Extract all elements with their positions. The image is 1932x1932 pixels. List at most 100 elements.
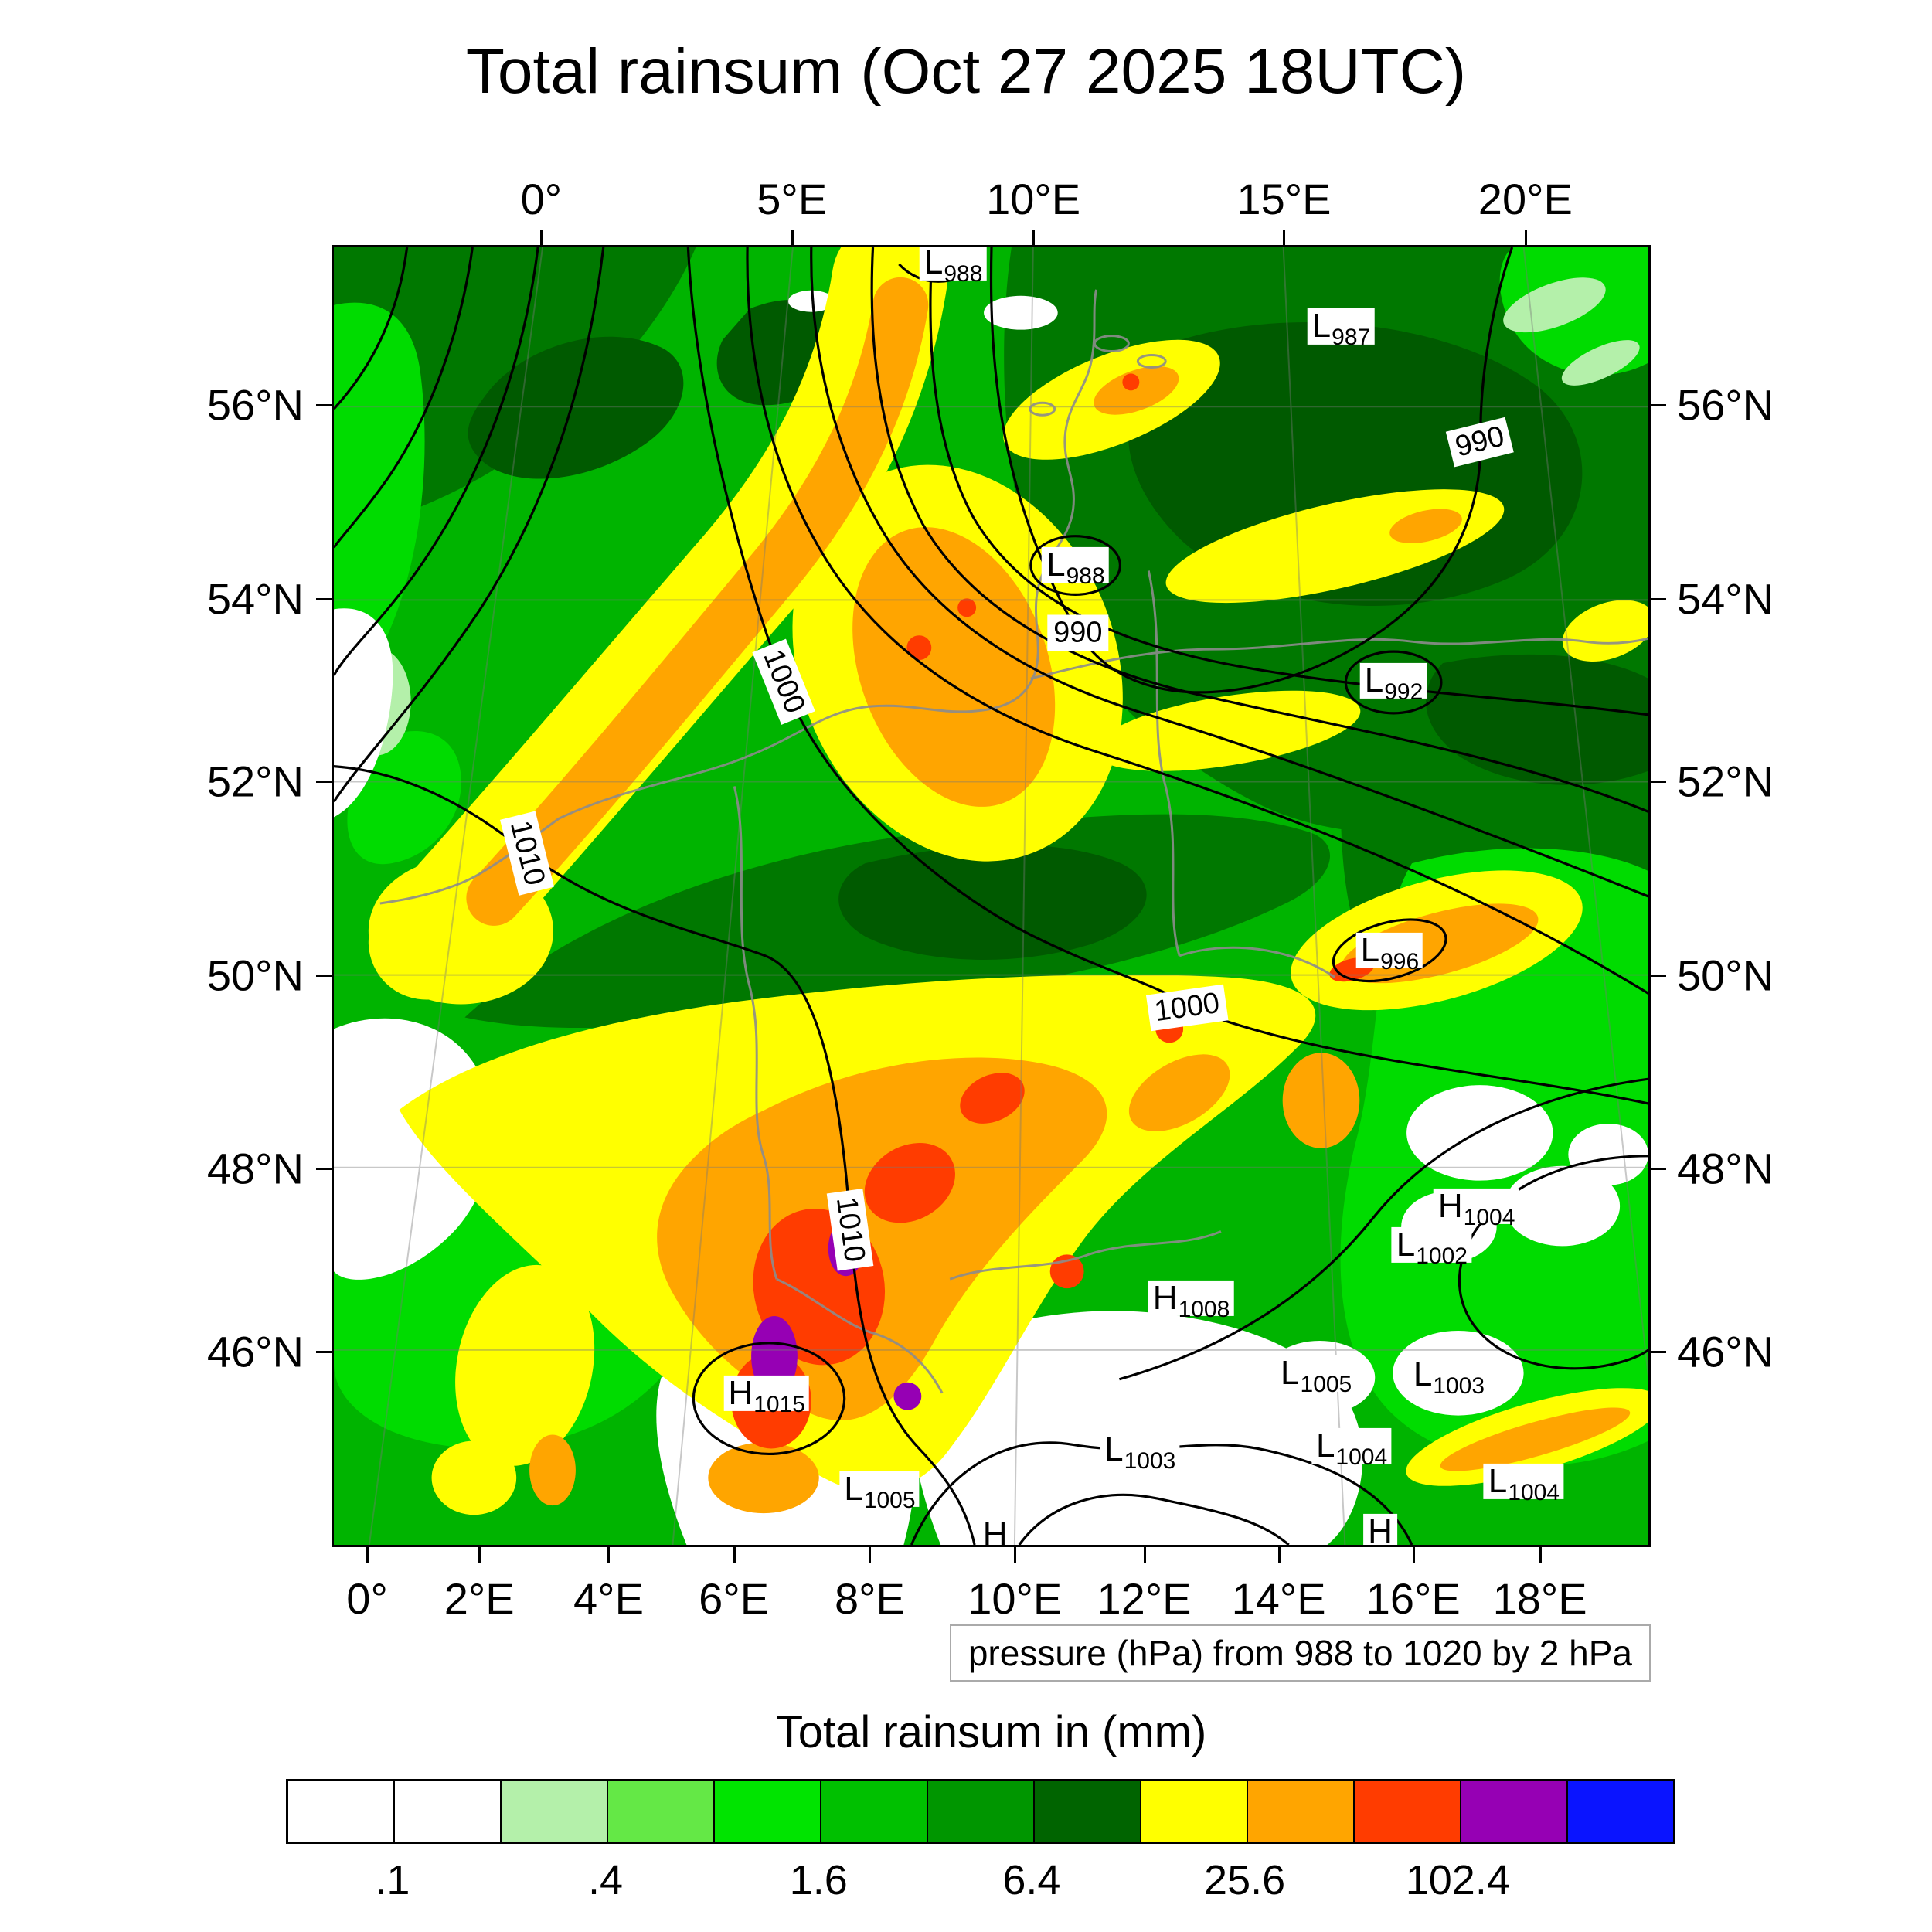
colorbar-cell-4: [715, 1781, 821, 1842]
pressure-center-l: L1003: [1408, 1356, 1489, 1398]
pressure-center-value: 1005: [863, 1487, 916, 1513]
axis-tick-left: [316, 598, 332, 601]
colorbar-label: 1.6: [789, 1857, 848, 1903]
axis-tick-bottom: [1143, 1547, 1146, 1563]
colorbar-cell-0: [288, 1781, 395, 1842]
colorbar-cell-10: [1355, 1781, 1461, 1842]
colorbar-cell-6: [928, 1781, 1035, 1842]
pressure-center-l: L996: [1355, 930, 1423, 974]
pressure-center-l: L1004: [1311, 1427, 1392, 1470]
map-annotations-overlay: L988 L987 L988 L992 L996 H1004 L1002 H1008 L1005…: [334, 247, 1648, 1545]
graticule-lines: [334, 247, 1648, 1545]
page-title: Total rainsum (Oct 27 2025 18UTC): [465, 36, 1467, 107]
axis-tick-bottom: [1412, 1547, 1415, 1563]
axis-tick-label-top: 0°: [520, 175, 563, 223]
pressure-center-letter: L: [1488, 1461, 1508, 1500]
pressure-center-value: 1003: [1124, 1448, 1176, 1475]
axis-tick-bottom: [1277, 1547, 1281, 1563]
axis-tick-bottom: [607, 1547, 611, 1563]
pressure-center-letter: L: [1281, 1354, 1300, 1393]
axis-tick-top: [791, 230, 794, 245]
pressure-center-value: 1008: [1178, 1296, 1230, 1322]
contour-label: 1010: [827, 1188, 874, 1271]
pressure-center-l: L1002: [1391, 1226, 1471, 1268]
axis-tick-bottom: [1539, 1547, 1542, 1563]
axis-tick-label-bottom: 14°E: [1231, 1574, 1326, 1623]
pressure-center-h: H: [978, 1516, 1012, 1545]
pressure-center-l: L1004: [1483, 1461, 1564, 1505]
pressure-center-value: 988: [1066, 563, 1105, 590]
axis-tick-label-bottom: 16°E: [1366, 1574, 1461, 1623]
axis-tick-left: [316, 404, 332, 407]
axis-tick-label-top: 10°E: [986, 175, 1081, 223]
colorbar-cell-12: [1568, 1781, 1673, 1842]
axis-tick-right: [1651, 598, 1666, 601]
colorbar: [286, 1779, 1675, 1844]
colorbar-cell-1: [395, 1781, 502, 1842]
axis-tick-label-bottom: 10°E: [968, 1574, 1063, 1623]
pressure-center-l: L988: [1042, 547, 1109, 589]
colorbar-label: 25.6: [1204, 1857, 1286, 1903]
pressure-center-l: L992: [1359, 661, 1427, 704]
axis-tick-label-left: 46°N: [206, 1327, 304, 1376]
axis-tick-label-top: 5°E: [757, 175, 828, 223]
pressure-center-value: 1004: [1508, 1479, 1560, 1505]
axis-tick-label-bottom: 8°E: [835, 1574, 905, 1623]
axis-tick-label-right: 56°N: [1677, 380, 1774, 430]
pressure-center-value: 988: [944, 261, 983, 287]
axis-tick-right: [1651, 404, 1666, 407]
pressure-center-value: 1005: [1300, 1372, 1352, 1398]
colorbar-label: 102.4: [1405, 1857, 1510, 1903]
axis-tick-label-bottom: 0°: [346, 1574, 388, 1623]
pressure-center-l: L988: [919, 247, 987, 286]
pressure-caption: pressure (hPa) from 988 to 1020 by 2 hPa: [949, 1624, 1651, 1682]
legend-title: Total rainsum in (mm): [775, 1707, 1207, 1757]
axis-tick-label-bottom: 6°E: [699, 1574, 770, 1623]
axis-tick-label-right: 50°N: [1677, 951, 1774, 1000]
pressure-center-letter: L: [923, 247, 944, 282]
axis-tick-right: [1651, 1167, 1666, 1170]
axis-tick-label-right: 48°N: [1677, 1144, 1774, 1193]
colorbar-cell-2: [502, 1781, 608, 1842]
pressure-center-letter: L: [1360, 930, 1380, 969]
pressure-center-letter: H: [1152, 1278, 1178, 1317]
axis-tick-label-right: 46°N: [1677, 1327, 1774, 1376]
axis-tick-bottom: [733, 1547, 736, 1563]
colorbar-cell-8: [1141, 1781, 1248, 1842]
axis-tick-top: [1283, 230, 1286, 245]
axis-tick-label-top: 20°E: [1478, 175, 1573, 223]
contour-label: 990: [1446, 417, 1515, 468]
axis-tick-label-right: 52°N: [1677, 757, 1774, 806]
axis-tick-label-bottom: 18°E: [1492, 1574, 1587, 1623]
axis-tick-top: [1032, 230, 1036, 245]
pressure-center-value: 996: [1380, 948, 1420, 975]
pressure-center-h: H1008: [1148, 1278, 1234, 1321]
axis-tick-label-bottom: 12°E: [1097, 1574, 1192, 1623]
coastline-border-lines: [379, 289, 1648, 1394]
pressure-center-l: L1005: [1276, 1354, 1356, 1397]
axis-tick-right: [1651, 1351, 1666, 1354]
pressure-center-letter: H: [1437, 1186, 1463, 1225]
rainfall-field-svg: [334, 247, 1648, 1545]
axis-tick-label-top: 15°E: [1236, 175, 1332, 223]
pressure-center-letter: L: [1364, 661, 1384, 699]
contour-label: 1000: [752, 639, 815, 725]
pressure-center-l: L1003: [1100, 1432, 1180, 1474]
contour-label: 1000: [1145, 984, 1228, 1032]
pressure-center-letter: L: [844, 1469, 863, 1508]
axis-tick-label-left: 52°N: [206, 757, 304, 806]
pressure-center-letter: L: [1315, 1427, 1335, 1465]
axis-tick-top: [1524, 230, 1527, 245]
axis-tick-label-left: 54°N: [206, 574, 304, 624]
pressure-center-value: 992: [1384, 679, 1423, 705]
pressure-center-letter: H: [728, 1373, 753, 1412]
axis-tick-bottom: [1014, 1547, 1017, 1563]
axis-tick-bottom: [869, 1547, 872, 1563]
pressure-center-letter: H: [982, 1515, 1008, 1545]
colorbar-label: 6.4: [1002, 1857, 1061, 1903]
colorbar-cell-5: [821, 1781, 928, 1842]
contour-label: 1010: [500, 811, 555, 896]
pressure-contour-lines: [334, 247, 1648, 1545]
pressure-center-value: 1004: [1463, 1204, 1515, 1230]
pressure-center-value: 1003: [1433, 1372, 1485, 1399]
